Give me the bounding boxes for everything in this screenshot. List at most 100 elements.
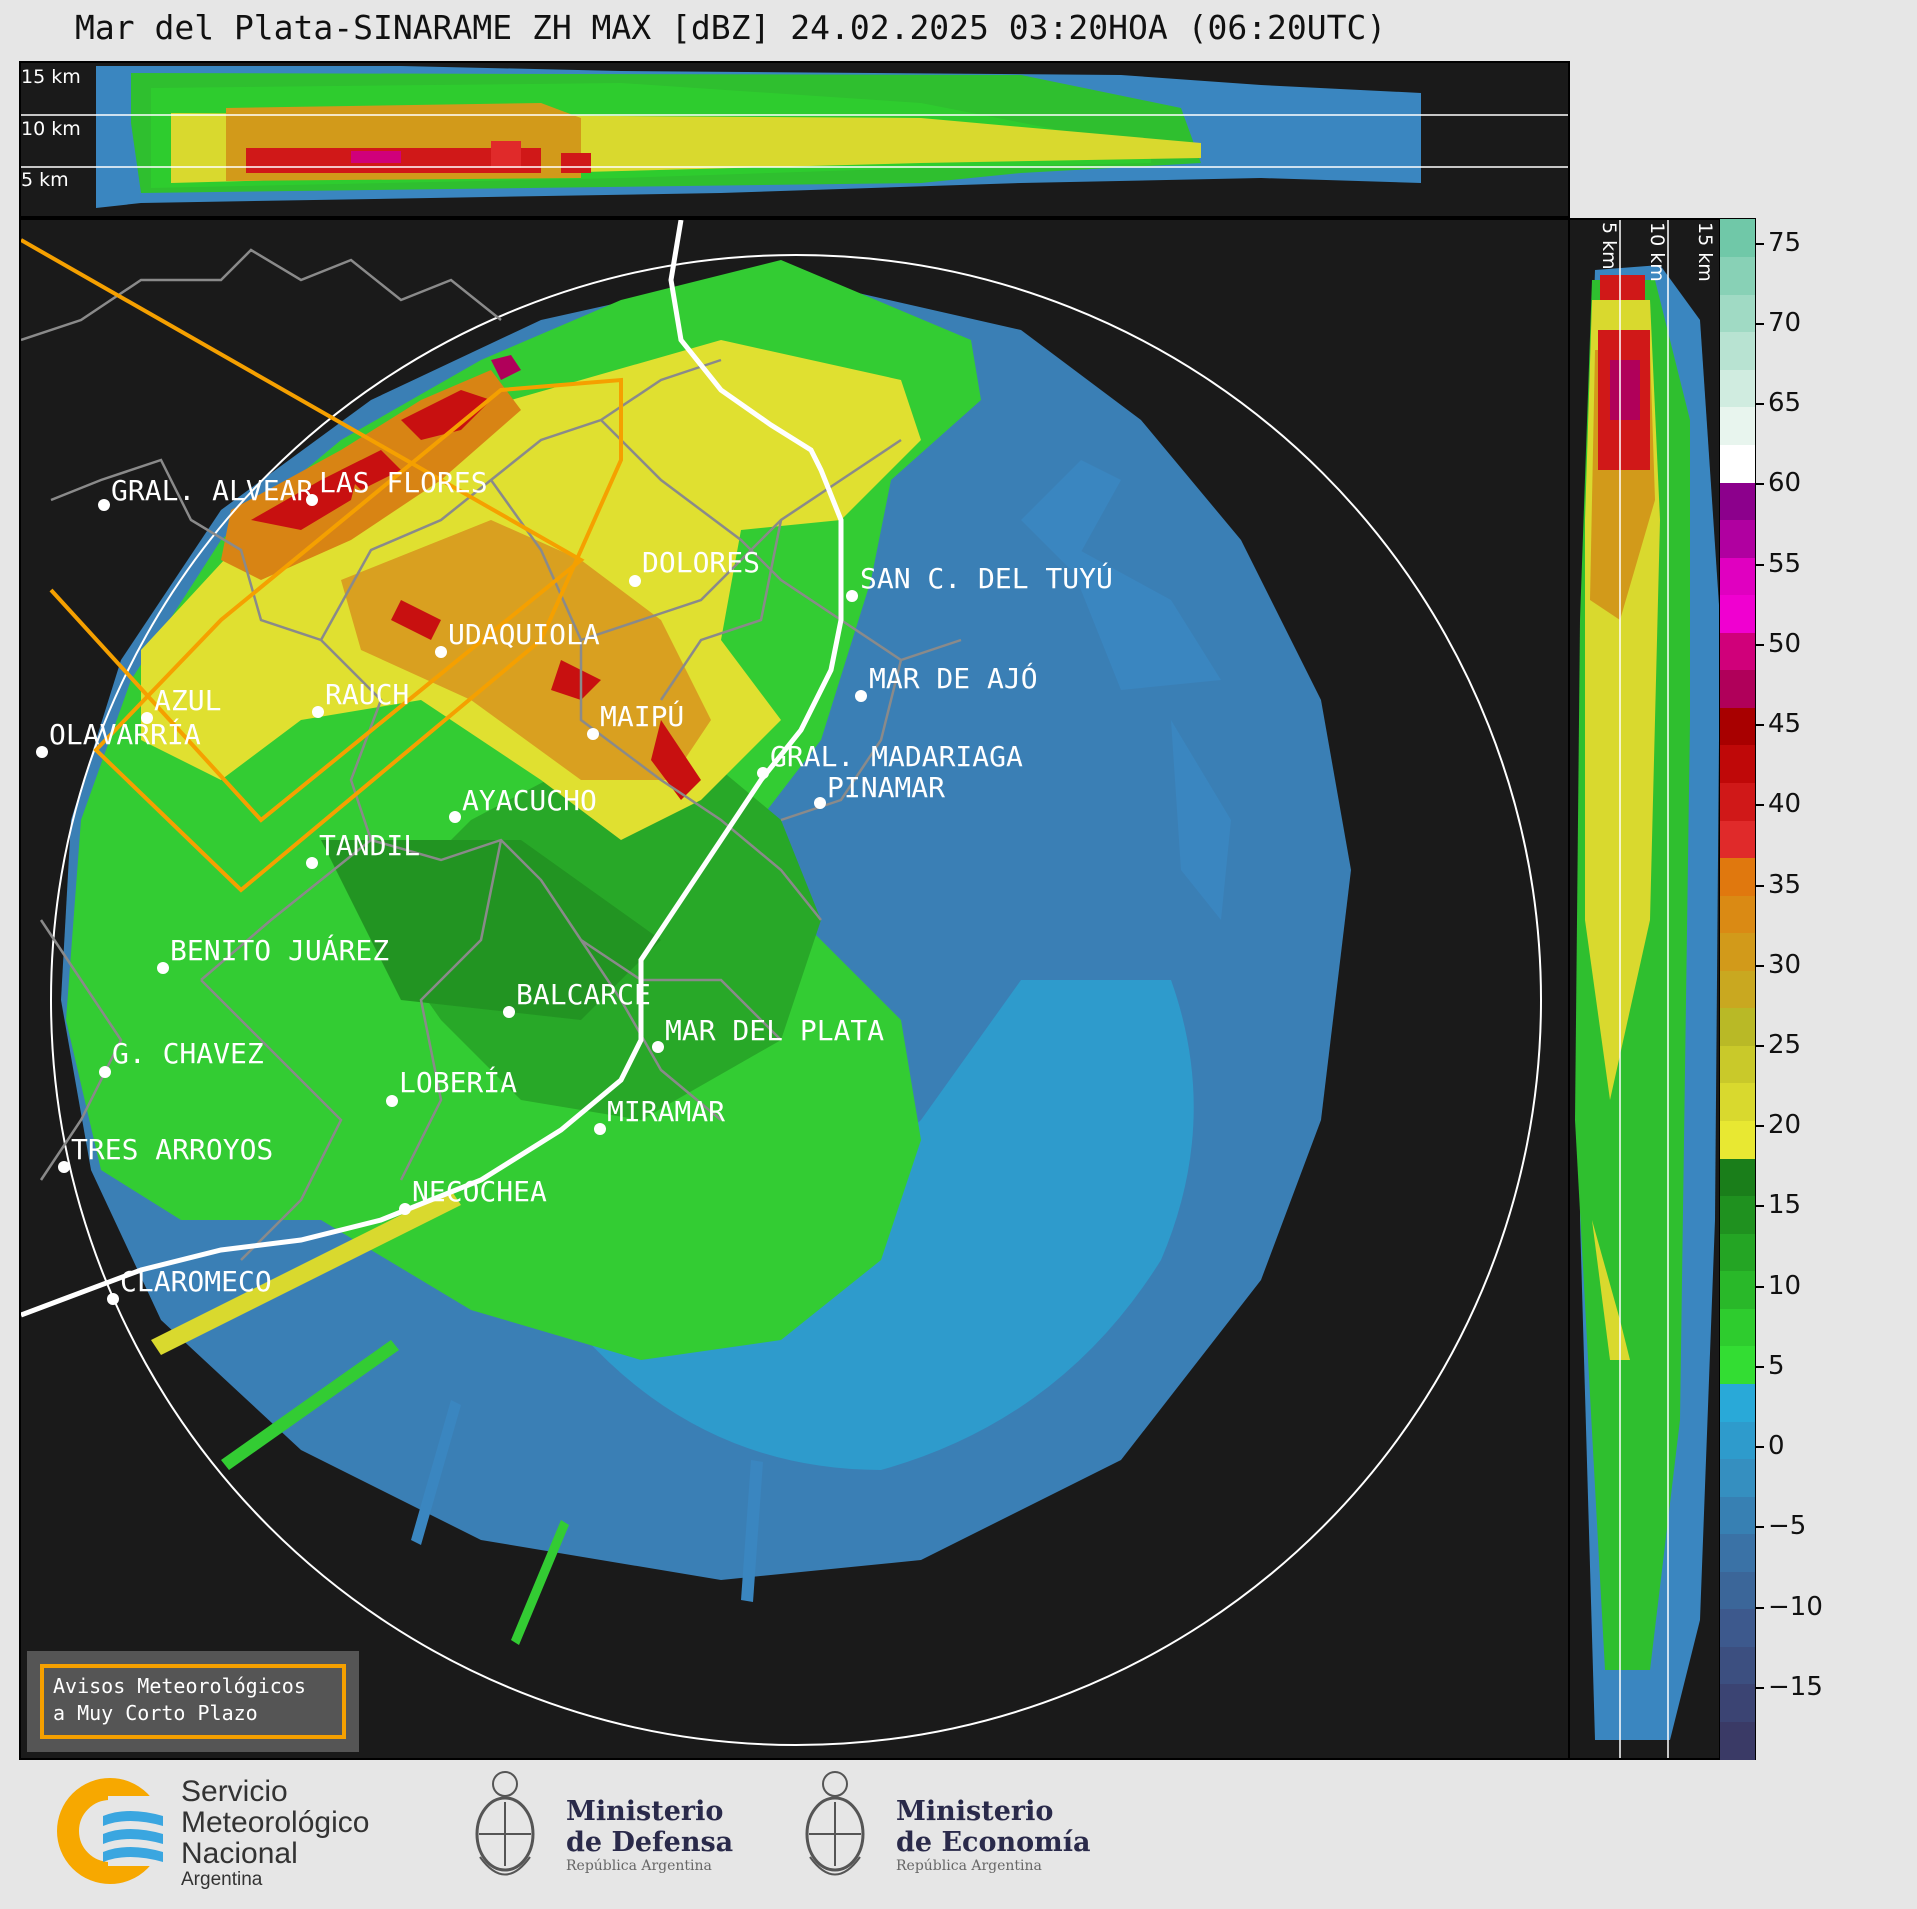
colorbar-segment xyxy=(1720,1646,1755,1685)
city-label-azul: AZUL xyxy=(154,684,221,717)
colorbar-segment xyxy=(1720,594,1755,633)
avisos-box[interactable]: Avisos Meteorológicos a Muy Corto Plazo xyxy=(27,1651,359,1752)
colorbar-tick-mark xyxy=(1756,1446,1764,1449)
coastline xyxy=(21,220,844,1318)
colorbar-segment xyxy=(1720,1458,1755,1497)
colorbar-segment xyxy=(1720,219,1755,258)
city-dot xyxy=(846,590,858,602)
argentina-coat-of-arms-icon xyxy=(805,1771,865,1876)
argentina-coat-of-arms-icon xyxy=(475,1771,535,1876)
city-label-las-flores: LAS FLORES xyxy=(319,466,488,499)
city-dot xyxy=(306,494,318,506)
city-label-pinamar: PINAMAR xyxy=(827,771,945,804)
smn-line1: Servicio xyxy=(181,1775,288,1808)
city-dot xyxy=(98,499,110,511)
colorbar-segment xyxy=(1720,632,1755,671)
colorbar-segment xyxy=(1720,1158,1755,1197)
colorbar-segment xyxy=(1720,1345,1755,1384)
defensa-line3: República Argentina xyxy=(566,1858,712,1874)
city-label-gral-alvear: GRAL. ALVEAR xyxy=(111,474,313,507)
colorbar-tick-label: 75 xyxy=(1768,227,1802,258)
colorbar-tick-label: 10 xyxy=(1768,1270,1802,1301)
colorbar-segment xyxy=(1720,1195,1755,1234)
vertical-cross-section-top: 15 km 10 km 5 km xyxy=(19,61,1570,218)
city-label-gral-madariaga: GRAL. MADARIAGA xyxy=(770,740,1023,773)
colorbar-tick-label: 5 xyxy=(1768,1350,1785,1381)
colorbar-tick-mark xyxy=(1756,884,1764,887)
height-label-5km: 5 km xyxy=(21,169,69,191)
colorbar-segment xyxy=(1720,369,1755,408)
city-label-tandil: TANDIL xyxy=(319,829,420,862)
colorbar-segment xyxy=(1720,1270,1755,1309)
colorbar-tick-label: 45 xyxy=(1768,709,1802,740)
colorbar-segment xyxy=(1720,1383,1755,1422)
city-label-olavarria: OLAVARRÍA xyxy=(49,717,201,751)
city-label-claromeco: CLAROMECO xyxy=(120,1265,272,1298)
city-label-san-c-del-tuyu: SAN C. DEL TUYÚ xyxy=(860,561,1113,595)
city-label-mar-del-plata: MAR DEL PLATA xyxy=(665,1014,884,1047)
range-ring xyxy=(50,254,1542,1746)
city-label-maipu: MAIPÚ xyxy=(600,699,684,733)
city-label-tres-arroyos: TRES ARROYOS xyxy=(71,1133,273,1166)
colorbar-segment xyxy=(1720,1721,1755,1760)
chart-title: Mar del Plata-SINARAME ZH MAX [dBZ] 24.0… xyxy=(75,8,1387,47)
smn-line2: Meteorológico xyxy=(181,1806,370,1839)
colorbar-segment xyxy=(1720,406,1755,445)
defensa-logo: Ministerio de Defensa República Argentin… xyxy=(470,1762,750,1897)
colorbar-tick-mark xyxy=(1756,483,1764,486)
colorbar-tick-mark xyxy=(1756,724,1764,727)
colorbar-tick-label: 25 xyxy=(1768,1029,1802,1060)
city-dot xyxy=(58,1161,70,1173)
city-label-ayacucho: AYACUCHO xyxy=(462,784,597,817)
colorbar-tick-mark xyxy=(1756,1125,1764,1128)
city-dot xyxy=(629,575,641,587)
city-label-necochea: NECOCHEA xyxy=(412,1175,547,1208)
colorbar-segment xyxy=(1720,782,1755,821)
defensa-line2: de Defensa xyxy=(566,1827,734,1858)
vlabel-15km: 15 km xyxy=(1694,222,1716,282)
colorbar-tick-mark xyxy=(1756,1044,1764,1047)
colorbar-tick-label: −15 xyxy=(1768,1671,1823,1702)
colorbar-segment xyxy=(1720,744,1755,783)
city-dot xyxy=(141,712,153,724)
city-dot xyxy=(757,767,769,779)
economia-line2: de Economía xyxy=(896,1827,1091,1858)
city-dot xyxy=(386,1095,398,1107)
city-label-balcarce: BALCARCE xyxy=(516,978,651,1011)
colorbar-segment xyxy=(1720,1496,1755,1535)
colorbar-tick-mark xyxy=(1756,643,1764,646)
economia-logo: Ministerio de Economía República Argenti… xyxy=(800,1762,1100,1897)
colorbar-segment xyxy=(1720,819,1755,859)
city-dot xyxy=(107,1293,119,1305)
smn-logo-icon xyxy=(57,1778,168,1884)
colorbar-tick-label: 35 xyxy=(1768,869,1802,900)
colorbar-segment xyxy=(1720,444,1755,483)
avisos-inner: Avisos Meteorológicos a Muy Corto Plazo xyxy=(40,1664,346,1739)
colorbar-tick-label: 0 xyxy=(1768,1431,1785,1462)
right-profile-svg xyxy=(1570,220,1720,1758)
colorbar-tick-label: 15 xyxy=(1768,1190,1802,1221)
vlabel-10km: 10 km xyxy=(1646,222,1668,282)
economia-line3: República Argentina xyxy=(896,1858,1042,1874)
colorbar-segment xyxy=(1720,707,1755,746)
colorbar-tick-mark xyxy=(1756,563,1764,566)
storm-core xyxy=(251,460,361,530)
city-label-rauch: RAUCH xyxy=(325,678,409,711)
colorbar-tick-mark xyxy=(1756,1526,1764,1529)
city-label-loberia: LOBERÍA xyxy=(399,1065,517,1099)
colorbar-tick-mark xyxy=(1756,1606,1764,1609)
city-dot xyxy=(312,706,324,718)
colorbar-segment xyxy=(1720,857,1755,896)
colorbar-segment xyxy=(1720,481,1755,521)
vlabel-5km: 5 km xyxy=(1598,222,1620,270)
colorbar-tick-mark xyxy=(1756,1365,1764,1368)
city-dot xyxy=(399,1203,411,1215)
colorbar-tick-mark xyxy=(1756,242,1764,245)
city-dot xyxy=(594,1123,606,1135)
city-dot xyxy=(449,811,461,823)
colorbar-tick-mark xyxy=(1756,804,1764,807)
city-dot xyxy=(99,1066,111,1078)
colorbar-tick-label: 65 xyxy=(1768,388,1802,419)
smn-line4: Argentina xyxy=(181,1869,263,1890)
colorbar-segment xyxy=(1720,1082,1755,1122)
